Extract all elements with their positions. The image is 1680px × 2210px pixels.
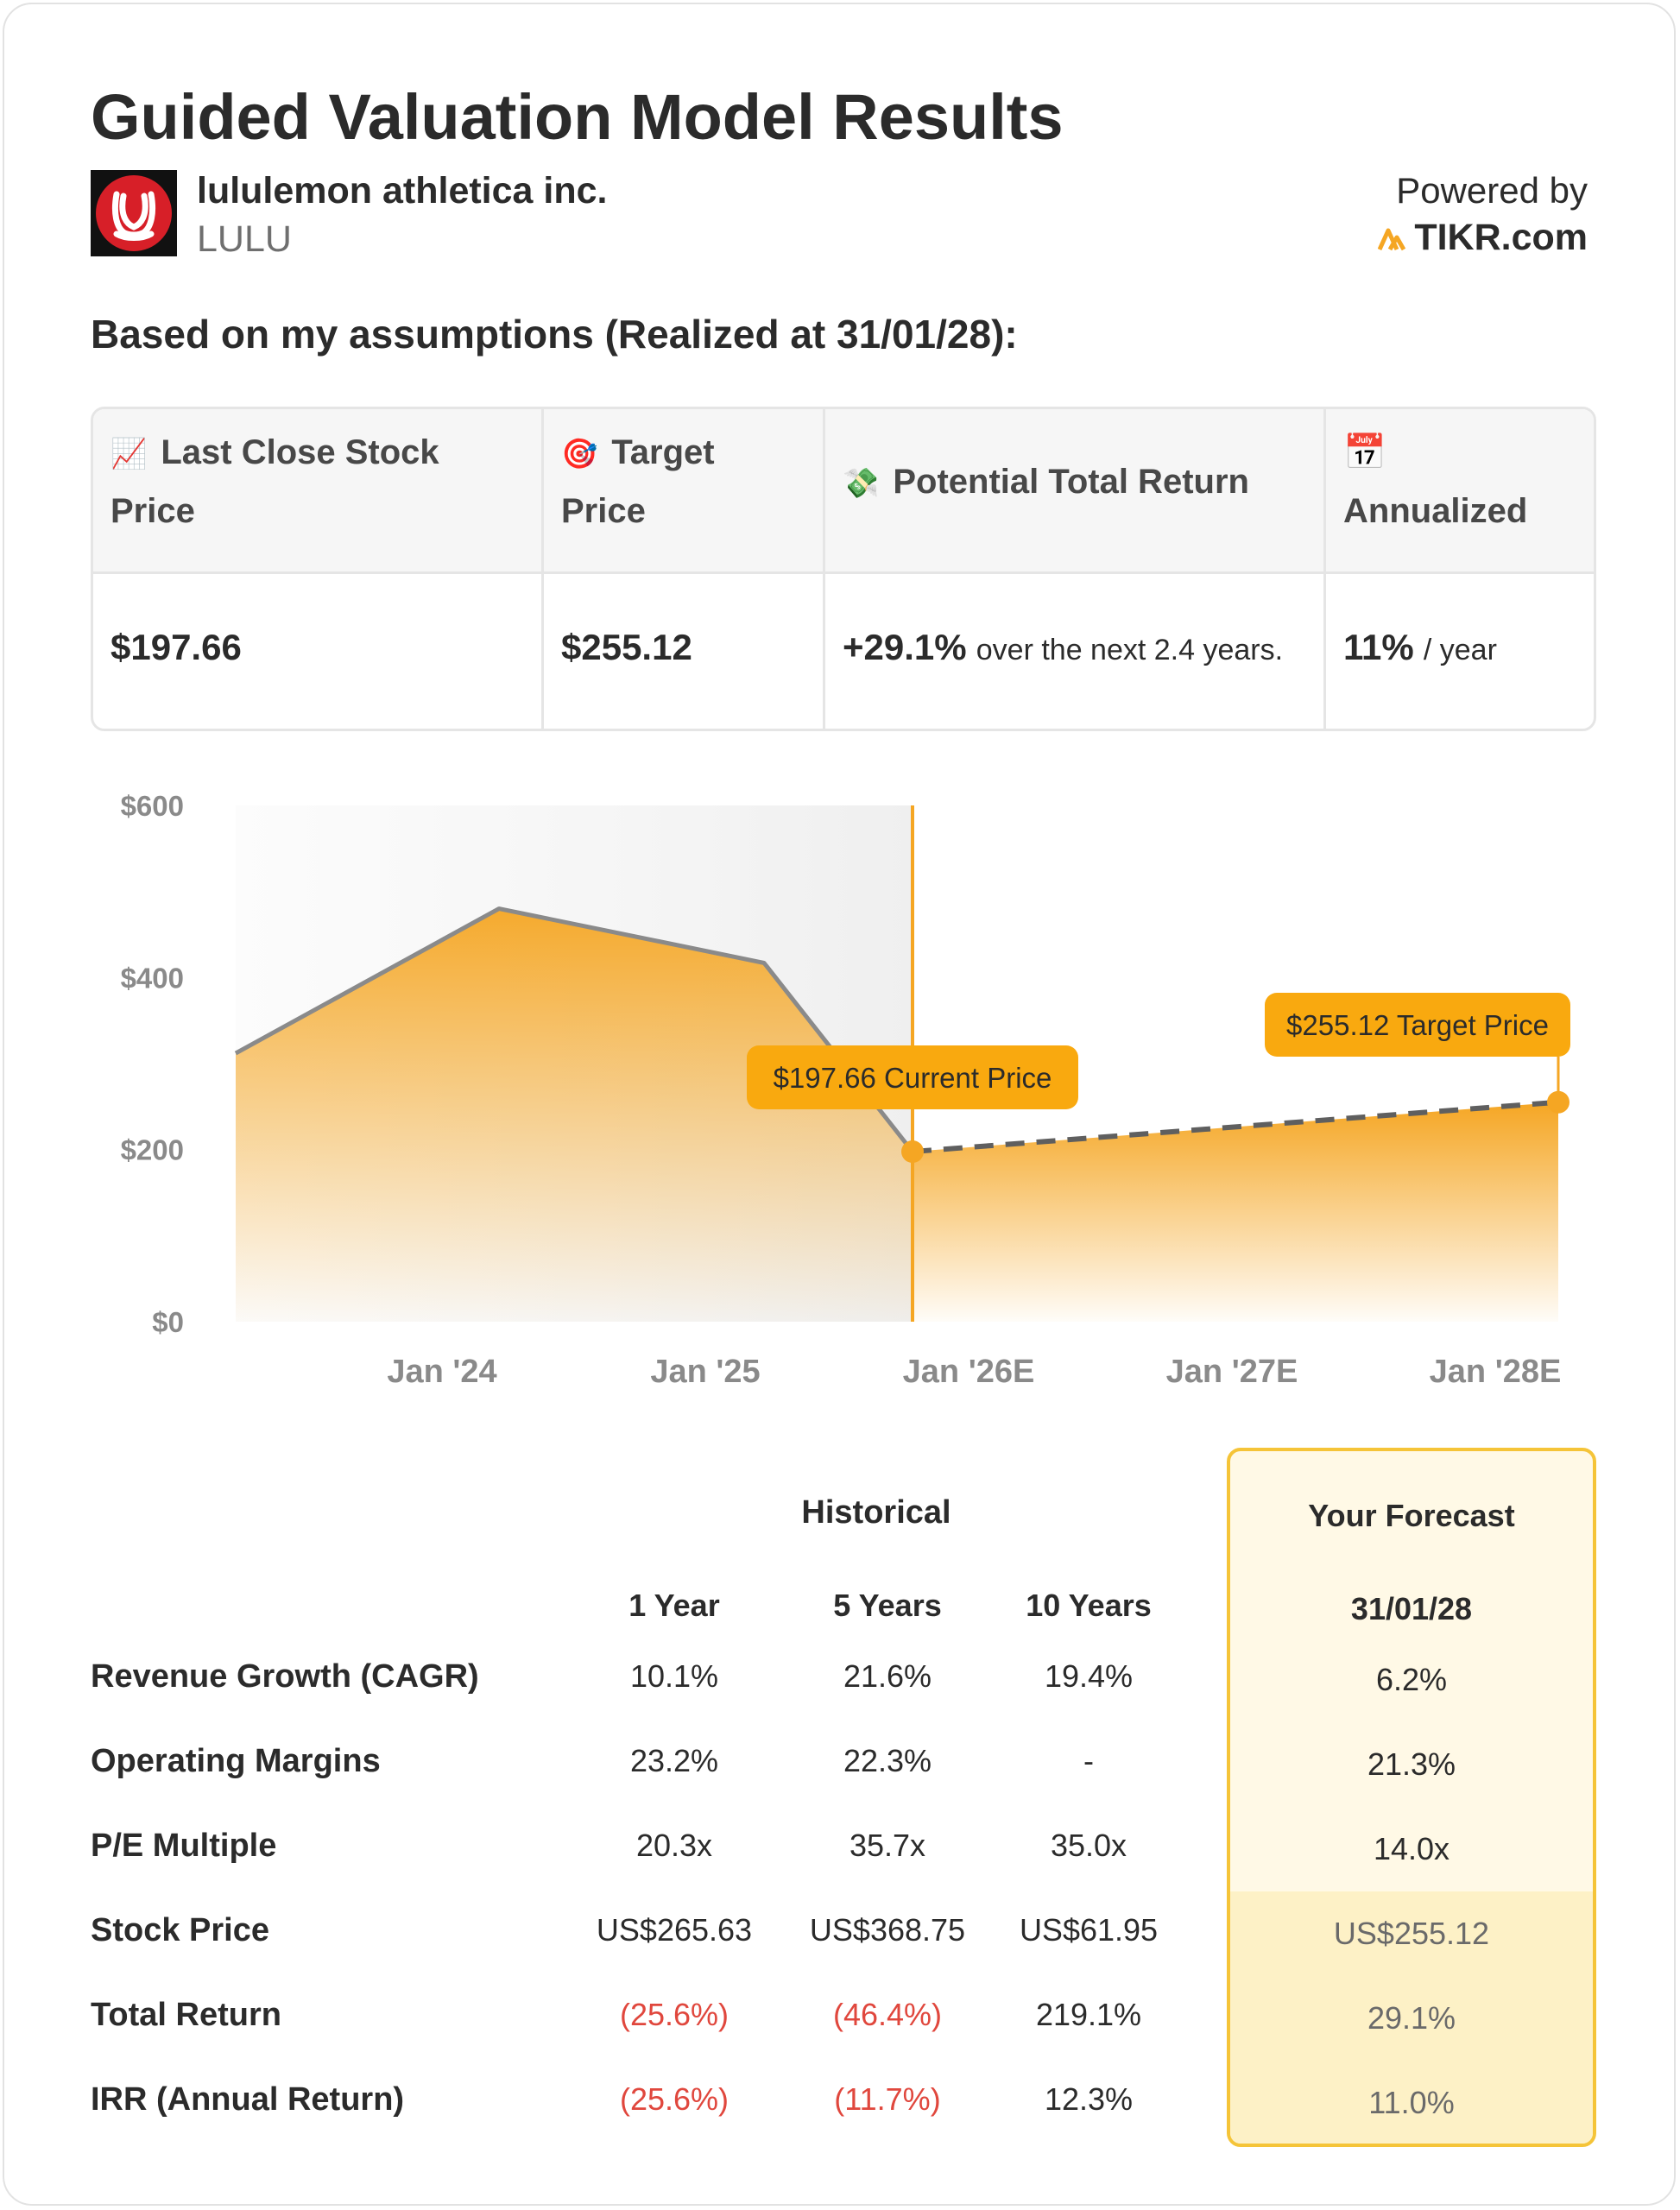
table-cell: -: [1083, 1743, 1094, 1778]
forecast-date: 31/01/28: [1350, 1591, 1473, 1626]
target-price-point: [1547, 1090, 1569, 1114]
powered-by-label: Powered by: [1396, 170, 1588, 211]
forecast-cell: 6.2%: [1375, 1662, 1448, 1697]
table-cell: (25.6%): [619, 1997, 729, 2032]
y-tick-label: $600: [121, 790, 184, 822]
table-cell: 21.6%: [843, 1658, 932, 1694]
table-cell: (11.7%): [834, 2081, 941, 2117]
forecast-cell: 11.0%: [1368, 2085, 1455, 2120]
forecast-line: [912, 1099, 1559, 1154]
lululemon-logo-icon: [91, 170, 177, 256]
summary-header-line2: Price: [561, 492, 646, 530]
summary-table: 📈 Last Close Stock Price $197.66 🎯 Target …: [91, 407, 1596, 731]
summary-col-total-return: 💸 Potential Total Return +29.1% over the …: [825, 409, 1326, 729]
table-cell: 22.3%: [843, 1743, 932, 1778]
total-return-value: +29.1% over the next 2.4 years.: [843, 627, 1284, 667]
company-ticker: LULU: [197, 218, 292, 260]
forecast-panel-highlight: [1230, 1891, 1593, 2144]
summary-col-last-close: 📈 Last Close Stock Price $197.66: [93, 409, 544, 729]
forecast-cell: US$255.12: [1333, 1916, 1490, 1951]
historical-area: [236, 908, 913, 1322]
target-price-callout-label: $255.12 Target Price: [1286, 1009, 1549, 1041]
tikr-logo-icon: [1378, 228, 1406, 250]
row-label: Revenue Growth (CAGR): [91, 1658, 479, 1695]
y-tick-label: $400: [121, 962, 184, 994]
historical-heading: Historical: [801, 1494, 951, 1531]
table-cell: US$368.75: [809, 1912, 966, 1948]
row-label: IRR (Annual Return): [91, 2081, 405, 2118]
x-tick-label: Jan '24: [387, 1354, 496, 1390]
current-price-callout-box: [747, 1045, 1078, 1109]
row-label: Total Return: [91, 1997, 281, 2033]
table-cell: (25.6%): [619, 2081, 729, 2117]
table-cell: 219.1%: [1035, 1997, 1142, 2032]
calendar-icon: 📅: [1343, 433, 1386, 471]
table-cell: 20.3x: [635, 1828, 713, 1863]
table-cell: (46.4%): [832, 1997, 943, 2032]
current-price-callout-label: $197.66 Current Price: [774, 1062, 1052, 1094]
row-label: P/E Multiple: [91, 1828, 277, 1864]
target-price-value: $255.12: [561, 627, 692, 667]
last-close-value: $197.66: [111, 627, 242, 667]
x-tick-label: Jan '26E: [903, 1354, 1035, 1390]
x-tick-label: Jan '28E: [1430, 1354, 1562, 1390]
annualized-value: 11% / year: [1343, 627, 1497, 667]
row-label: Stock Price: [91, 1912, 269, 1948]
forecast-cell: 29.1%: [1367, 2000, 1456, 2036]
forecast-panel: [1227, 1448, 1596, 2147]
results-card: Guided Valuation Model Results lululemon…: [3, 3, 1676, 2206]
table-cell: 23.2%: [629, 1743, 719, 1778]
x-tick-label: Jan '25: [650, 1354, 760, 1390]
table-cell: 35.0x: [1050, 1828, 1127, 1863]
table-cell: US$265.63: [596, 1912, 753, 1948]
assumptions-heading: Based on my assumptions (Realized at 31/…: [91, 312, 1018, 357]
summary-col-target: 🎯 Target Price $255.12: [544, 409, 825, 729]
table-cell: 35.7x: [849, 1828, 926, 1863]
forecast-cell: 21.3%: [1367, 1746, 1456, 1782]
col-header-10-years: 10 Years: [1026, 1588, 1152, 1623]
y-tick-label: $0: [152, 1306, 184, 1338]
table-cell: US$61.95: [1019, 1912, 1159, 1948]
summary-header: 💸 Potential Total Return: [843, 452, 1249, 513]
col-header-5-years: 5 Years: [833, 1588, 942, 1623]
forecast-area: [913, 1102, 1558, 1322]
brand-name: TIKR.com: [1414, 217, 1588, 258]
table-cell: 12.3%: [1044, 2081, 1134, 2117]
forecast-cell: 14.0x: [1373, 1831, 1450, 1866]
company-logo: [91, 170, 177, 256]
company-name: lululemon athletica inc.: [197, 170, 608, 212]
table-cell: 19.4%: [1044, 1658, 1134, 1694]
page-title: Guided Valuation Model Results: [91, 81, 1064, 153]
current-price-point: [901, 1140, 924, 1163]
brand-link[interactable]: TIKR.com: [1378, 217, 1588, 259]
summary-header-row: [93, 409, 1594, 574]
row-label: Operating Margins: [91, 1743, 381, 1779]
target-icon: 🎯: [561, 438, 598, 470]
forecast-title: Your Forecast: [1308, 1498, 1515, 1533]
col-header-1-year: 1 Year: [628, 1588, 720, 1623]
target-price-callout-box: [1265, 993, 1570, 1057]
summary-header-line2: Annualized: [1343, 492, 1528, 530]
summary-header: 📈 Last Close Stock: [111, 423, 439, 483]
y-tick-label: $200: [121, 1134, 184, 1166]
money-wings-icon: 💸: [843, 467, 880, 500]
x-tick-label: Jan '27E: [1166, 1354, 1298, 1390]
table-cell: 10.1%: [629, 1658, 719, 1694]
chart-increasing-icon: 📈: [111, 438, 148, 470]
summary-header-line2: Price: [111, 492, 195, 530]
summary-header: 🎯 Target: [561, 423, 715, 483]
summary-col-annualized: 📅 Annualized 11% / year: [1326, 409, 1594, 729]
price-chart: $600 $400 $200 $0 Jan '24 Jan '25 Jan '26E Jan …: [121, 790, 1570, 1390]
